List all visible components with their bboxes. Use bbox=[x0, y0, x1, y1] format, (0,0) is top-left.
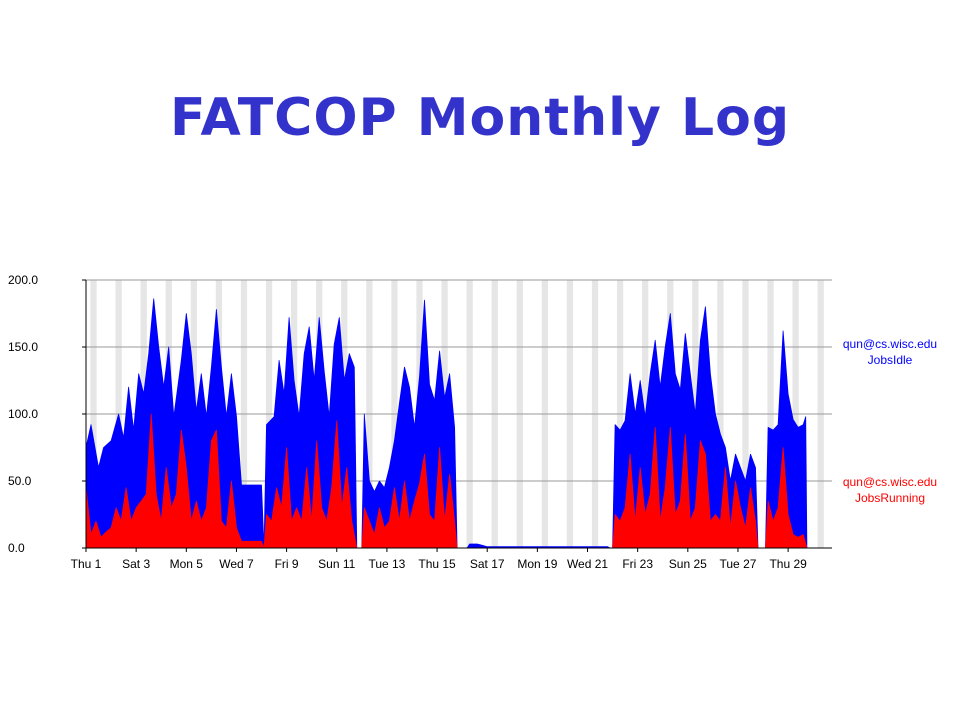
fatcop-chart: 200.0 150.0 100.0 50.0 0.0 Thu 1 Sat 3 Mon 5 We… bbox=[8, 273, 937, 571]
jobs-idle-area bbox=[85, 298, 808, 549]
x-tick-label-0: Thu 1 bbox=[71, 557, 102, 571]
x-tick-label-12: Sun 25 bbox=[669, 557, 707, 571]
x-tick-label-4: Fri 9 bbox=[275, 557, 299, 571]
x-tick-label-10: Wed 21 bbox=[567, 557, 608, 571]
x-tick-label-6: Tue 13 bbox=[368, 557, 405, 571]
jobs-running-area bbox=[85, 413, 808, 549]
x-tick-label-7: Thu 15 bbox=[418, 557, 456, 571]
jobs-idle-series bbox=[85, 298, 808, 549]
x-tick-label-1: Sat 3 bbox=[122, 557, 150, 571]
legend: qun@cs.wisc.edu JobsIdle qun@cs.wisc.edu Jo… bbox=[843, 337, 937, 505]
x-tick-label-14: Thu 29 bbox=[769, 557, 807, 571]
y-tick-label-3: 50.0 bbox=[8, 474, 32, 488]
y-tick-label-4: 0.0 bbox=[8, 541, 25, 555]
legend-jobs-idle-line-1: JobsIdle bbox=[868, 353, 913, 367]
jobs-running-series bbox=[85, 413, 808, 549]
x-tick-label-8: Sat 17 bbox=[470, 557, 505, 571]
legend-jobs-idle-line-0: qun@cs.wisc.edu bbox=[843, 337, 937, 351]
legend-jobs-running-line-1: JobsRunning bbox=[855, 491, 925, 505]
legend-jobs-running-line-0: qun@cs.wisc.edu bbox=[843, 475, 937, 489]
y-tick-label-2: 100.0 bbox=[8, 407, 38, 421]
x-tick-label-5: Sun 11 bbox=[318, 557, 355, 571]
x-tick-label-3: Wed 7 bbox=[219, 557, 254, 571]
x-axis-ticks: Thu 1 Sat 3 Mon 5 Wed 7 Fri 9 Sun 11 Tue 13 Thu… bbox=[71, 548, 807, 571]
y-axis-ticks: 200.0 150.0 100.0 50.0 0.0 bbox=[8, 273, 86, 555]
x-tick-label-2: Mon 5 bbox=[170, 557, 204, 571]
y-tick-label-1: 150.0 bbox=[8, 340, 38, 354]
x-tick-label-11: Fri 23 bbox=[622, 557, 653, 571]
x-tick-label-9: Mon 19 bbox=[517, 557, 557, 571]
y-tick-label-0: 200.0 bbox=[8, 273, 38, 287]
slide-title: FATCOP Monthly Log bbox=[169, 88, 791, 148]
x-tick-label-13: Tue 27 bbox=[720, 557, 757, 571]
